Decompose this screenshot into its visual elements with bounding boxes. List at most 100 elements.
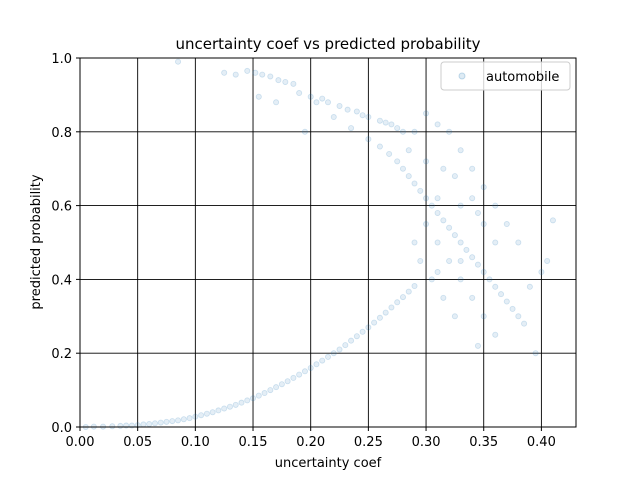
data-point — [428, 276, 435, 283]
data-point — [359, 112, 366, 119]
data-point — [469, 165, 476, 172]
data-point — [371, 319, 378, 326]
data-point — [451, 173, 458, 180]
x-tick-label: 0.25 — [354, 435, 383, 450]
data-point — [434, 269, 441, 276]
data-point — [486, 276, 493, 283]
data-point — [451, 313, 458, 320]
data-point — [451, 232, 458, 239]
data-point — [538, 269, 545, 276]
data-point — [434, 239, 441, 246]
data-point — [469, 294, 476, 301]
y-tick-label: 0.8 — [51, 126, 72, 141]
data-point — [411, 180, 418, 187]
x-axis-ticks: 0.00 0.05 0.10 0.15 0.20 0.25 0.30 0.35 0.40 — [66, 427, 556, 450]
data-point — [238, 399, 245, 406]
data-point — [221, 405, 228, 412]
data-point — [423, 110, 430, 117]
data-point — [319, 357, 326, 364]
data-point — [365, 114, 372, 121]
data-point — [388, 304, 395, 311]
data-point — [203, 410, 210, 417]
data-point — [480, 269, 487, 276]
data-point — [503, 221, 510, 228]
data-point — [480, 313, 487, 320]
grid — [79, 57, 576, 428]
plot-frame — [79, 57, 577, 428]
data-point — [261, 390, 268, 397]
data-point — [324, 99, 331, 106]
data-point — [267, 73, 274, 80]
data-point — [423, 221, 430, 228]
data-point — [515, 239, 522, 246]
data-point — [469, 254, 476, 261]
data-point — [157, 419, 164, 426]
data-point — [342, 342, 349, 349]
data-point — [399, 294, 406, 301]
y-tick-label: 0.2 — [51, 347, 72, 362]
data-point — [405, 173, 412, 180]
y-axis-ticks: 0.0 0.2 0.4 0.6 0.8 1.0 — [51, 52, 80, 436]
data-point — [301, 368, 308, 375]
data-point — [180, 416, 187, 423]
data-point — [428, 202, 435, 209]
data-point — [365, 136, 372, 143]
data-point — [273, 384, 280, 391]
data-point — [348, 125, 355, 132]
data-point — [336, 102, 343, 109]
legend-box — [440, 61, 571, 91]
data-point — [330, 114, 337, 121]
data-point — [313, 361, 320, 368]
data-point — [330, 350, 337, 357]
data-point — [192, 413, 199, 420]
data-point — [503, 298, 510, 305]
data-point — [232, 71, 239, 78]
x-tick-label: 0.15 — [239, 435, 268, 450]
data-point — [169, 418, 176, 425]
data-point — [278, 381, 285, 388]
data-point — [446, 128, 453, 135]
data-point — [186, 415, 193, 422]
data-point — [313, 99, 320, 106]
data-point — [376, 314, 383, 321]
data-point — [290, 374, 297, 381]
data-point — [417, 187, 424, 194]
data-point — [526, 283, 533, 290]
data-point — [284, 378, 291, 385]
chart-title: uncertainty coef vs predicted probabilit… — [175, 35, 480, 53]
data-point — [498, 291, 505, 298]
data-point — [469, 195, 476, 202]
data-point — [344, 106, 351, 113]
data-point — [376, 117, 383, 124]
data-point — [474, 209, 481, 216]
data-point — [250, 395, 257, 402]
data-point — [399, 128, 406, 135]
data-point — [544, 257, 551, 264]
data-point — [244, 67, 251, 74]
x-tick-label: 0.30 — [412, 435, 441, 450]
x-axis-label: uncertainty coef — [275, 456, 382, 471]
data-point — [353, 333, 360, 340]
data-point — [457, 257, 464, 264]
data-point — [474, 342, 481, 349]
y-tick-label: 0.4 — [51, 273, 72, 288]
data-point — [405, 147, 412, 154]
data-point — [423, 195, 430, 202]
data-point — [492, 239, 499, 246]
data-point — [549, 217, 556, 224]
x-tick-label: 0.20 — [296, 435, 325, 450]
data-point — [394, 125, 401, 132]
x-tick-label: 0.00 — [66, 435, 95, 450]
data-point — [348, 337, 355, 344]
data-point — [440, 165, 447, 172]
data-point — [244, 397, 251, 404]
data-point — [376, 143, 383, 150]
data-point — [515, 313, 522, 320]
data-point — [411, 283, 418, 290]
data-point — [282, 78, 289, 85]
data-point — [255, 392, 262, 399]
data-point — [417, 257, 424, 264]
legend: automobile — [440, 61, 571, 91]
data-point — [463, 246, 470, 253]
